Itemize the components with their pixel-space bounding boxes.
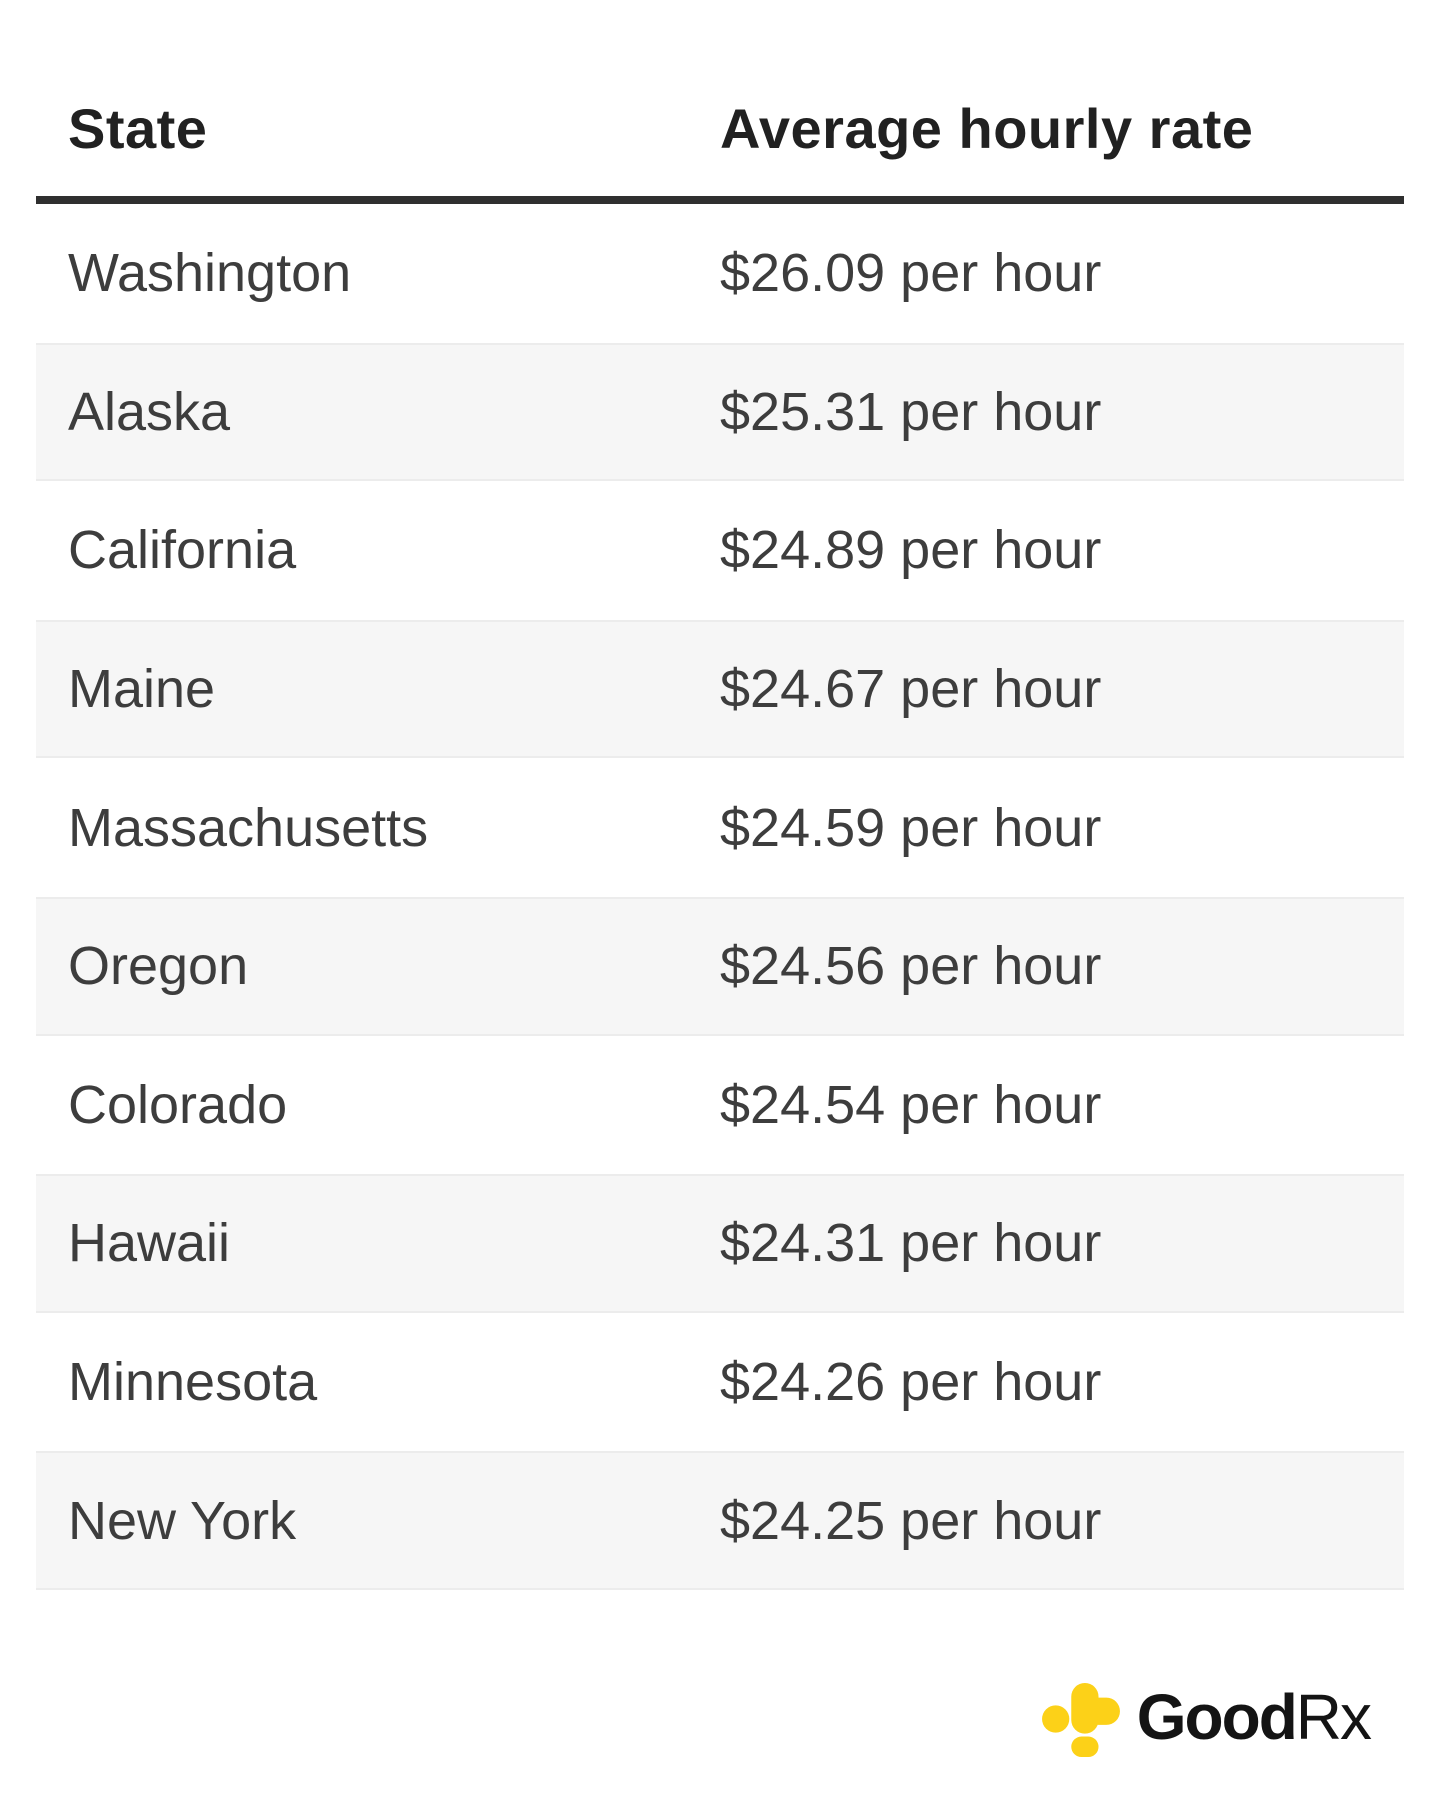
- state-cell: Hawaii: [68, 1213, 231, 1274]
- rate-cell: $24.25 per hour: [720, 1490, 1102, 1551]
- table-row: New York $24.25 per hour: [36, 1451, 1404, 1590]
- rate-cell: $24.59 per hour: [720, 797, 1102, 858]
- state-cell: New York: [68, 1490, 297, 1551]
- wordmark-bold-part: Good: [1136, 1681, 1298, 1753]
- goodrx-logo: GoodRx: [1041, 1682, 1372, 1758]
- table-header-row: State Average hourly rate: [36, 0, 1404, 204]
- column-header-state: State: [68, 97, 208, 160]
- rate-cell: $26.09 per hour: [720, 243, 1102, 304]
- table-row: Hawaii $24.31 per hour: [36, 1174, 1404, 1313]
- rate-cell: $24.26 per hour: [720, 1352, 1102, 1413]
- table-row: California $24.89 per hour: [36, 481, 1404, 620]
- rate-cell: $24.89 per hour: [720, 520, 1102, 581]
- wordmark-regular-part: Rx: [1295, 1681, 1372, 1753]
- rate-cell: $24.67 per hour: [720, 659, 1102, 720]
- column-header-rate: Average hourly rate: [720, 97, 1254, 160]
- state-cell: Minnesota: [68, 1352, 318, 1413]
- state-cell: Washington: [68, 243, 352, 304]
- goodrx-cross-icon: [1041, 1683, 1120, 1757]
- table-row: Oregon $24.56 per hour: [36, 896, 1404, 1036]
- rate-cell: $24.31 per hour: [720, 1213, 1102, 1274]
- table-row: Massachusetts $24.59 per hour: [36, 758, 1404, 897]
- state-cell: Oregon: [68, 936, 249, 997]
- state-cell: Maine: [68, 659, 216, 720]
- state-cell: Massachusetts: [68, 797, 429, 858]
- table-row: Minnesota $24.26 per hour: [36, 1312, 1404, 1452]
- table-row: Maine $24.67 per hour: [36, 619, 1404, 759]
- rate-cell: $25.31 per hour: [720, 381, 1102, 442]
- hourly-rate-table: State Average hourly rate Washington $26.…: [36, 0, 1404, 1590]
- table-row: Colorado $24.54 per hour: [36, 1035, 1404, 1175]
- table-row: Alaska $25.31 per hour: [36, 342, 1404, 482]
- state-cell: California: [68, 520, 297, 581]
- state-cell: Alaska: [68, 381, 231, 442]
- table-body: Washington $26.09 per hour Alaska $25.31 pe…: [36, 204, 1404, 1590]
- table-row: Washington $26.09 per hour: [36, 204, 1404, 343]
- rate-cell: $24.56 per hour: [720, 936, 1102, 997]
- state-cell: Colorado: [68, 1074, 288, 1135]
- rate-cell: $24.54 per hour: [720, 1074, 1102, 1135]
- goodrx-wordmark: GoodRx: [1137, 1685, 1372, 1755]
